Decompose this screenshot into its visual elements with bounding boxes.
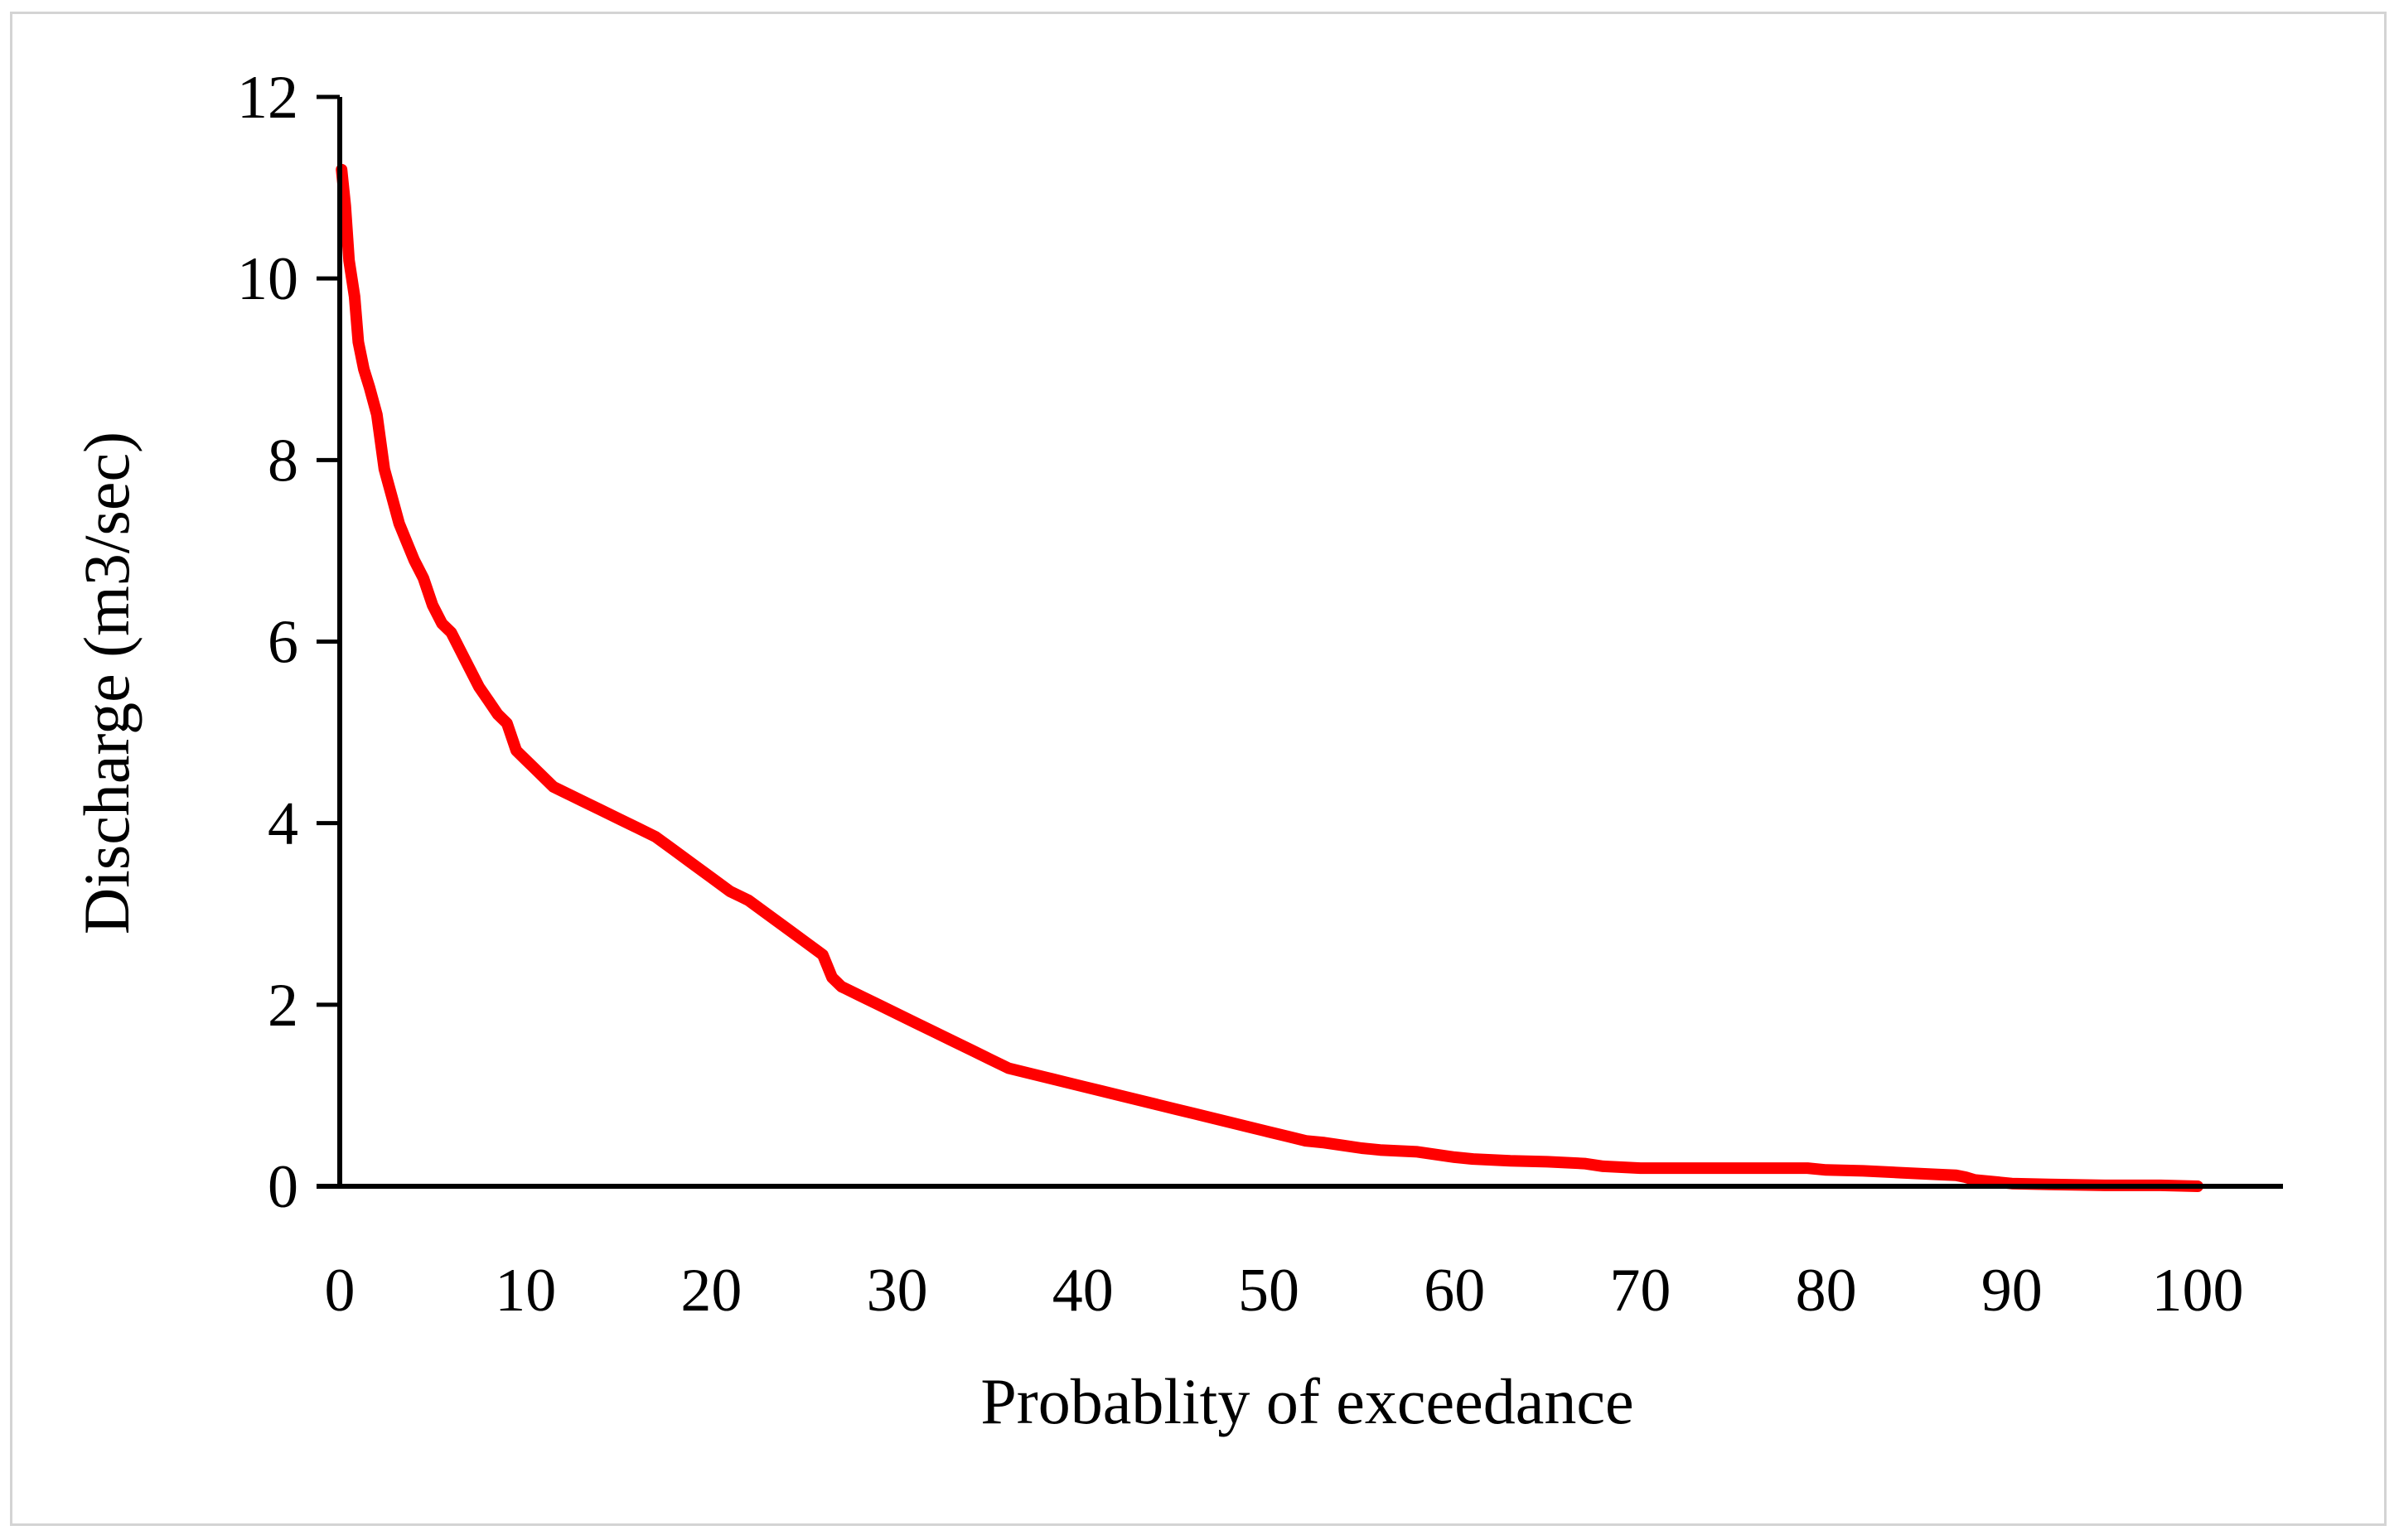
plot-area	[336, 163, 2203, 1192]
y-tick-label: 10	[237, 245, 298, 313]
chart-frame	[10, 12, 2387, 1526]
x-axis-title: Probablity of exceedance	[980, 1365, 1633, 1437]
x-tick-label: 90	[1981, 1257, 2043, 1325]
x-tick-label: 30	[867, 1257, 928, 1325]
x-tick-label: 80	[1796, 1257, 1857, 1325]
y-tick-label: 4	[268, 790, 298, 858]
axes	[317, 94, 2283, 1189]
x-tick-label: 60	[1424, 1257, 1485, 1325]
y-tick-label: 6	[268, 609, 298, 677]
x-tick-label: 100	[2152, 1257, 2244, 1325]
series-line	[336, 163, 2203, 1192]
y-tick-label: 12	[237, 64, 298, 132]
y-tick-label: 0	[268, 1153, 298, 1221]
x-tick-label: 20	[680, 1257, 742, 1325]
x-tick-label: 50	[1238, 1257, 1299, 1325]
x-tick-label: 70	[1609, 1257, 1671, 1325]
x-tick-label: 0	[325, 1257, 355, 1325]
x-tick-label: 10	[495, 1257, 556, 1325]
y-axis-title: Discharge (m3/sec)	[70, 432, 143, 934]
tick-labels: 0 2 4 6 8 10 12 0 10 20 30 40 50 60 70 80 90 100	[237, 64, 2244, 1325]
y-tick-label: 2	[268, 972, 298, 1040]
x-tick-label: 40	[1052, 1257, 1114, 1325]
y-tick-label: 8	[268, 427, 298, 495]
